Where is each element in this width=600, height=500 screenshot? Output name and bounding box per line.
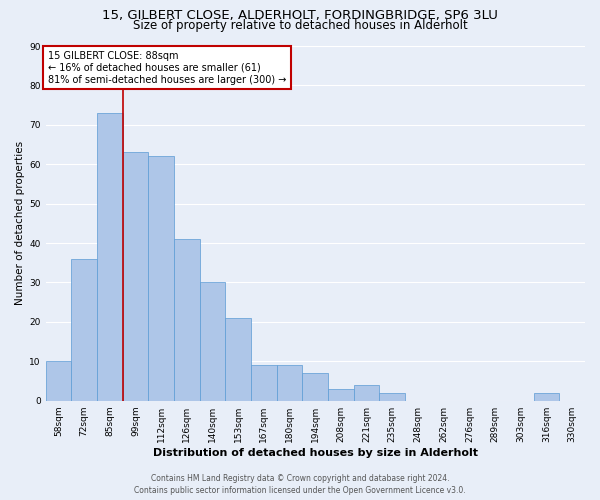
Text: 15, GILBERT CLOSE, ALDERHOLT, FORDINGBRIDGE, SP6 3LU: 15, GILBERT CLOSE, ALDERHOLT, FORDINGBRI… (102, 9, 498, 22)
Bar (97, 113, 122, 401)
Bar (277, 365, 302, 400)
Bar (226, 318, 251, 400)
Bar (354, 385, 379, 400)
Bar (46, 362, 71, 401)
Text: Size of property relative to detached houses in Alderholt: Size of property relative to detached ho… (133, 18, 467, 32)
Bar (533, 393, 559, 400)
Text: 15 GILBERT CLOSE: 88sqm
← 16% of detached houses are smaller (61)
81% of semi-de: 15 GILBERT CLOSE: 88sqm ← 16% of detache… (48, 52, 287, 84)
Bar (148, 156, 174, 400)
Bar (122, 152, 148, 400)
Bar (302, 373, 328, 400)
Bar (71, 259, 97, 400)
Bar (251, 365, 277, 400)
Bar (174, 239, 200, 400)
Y-axis label: Number of detached properties: Number of detached properties (15, 142, 25, 306)
Bar (200, 282, 226, 401)
Text: Contains HM Land Registry data © Crown copyright and database right 2024.
Contai: Contains HM Land Registry data © Crown c… (134, 474, 466, 495)
Bar (379, 393, 405, 400)
Bar (328, 389, 354, 400)
X-axis label: Distribution of detached houses by size in Alderholt: Distribution of detached houses by size … (153, 448, 478, 458)
